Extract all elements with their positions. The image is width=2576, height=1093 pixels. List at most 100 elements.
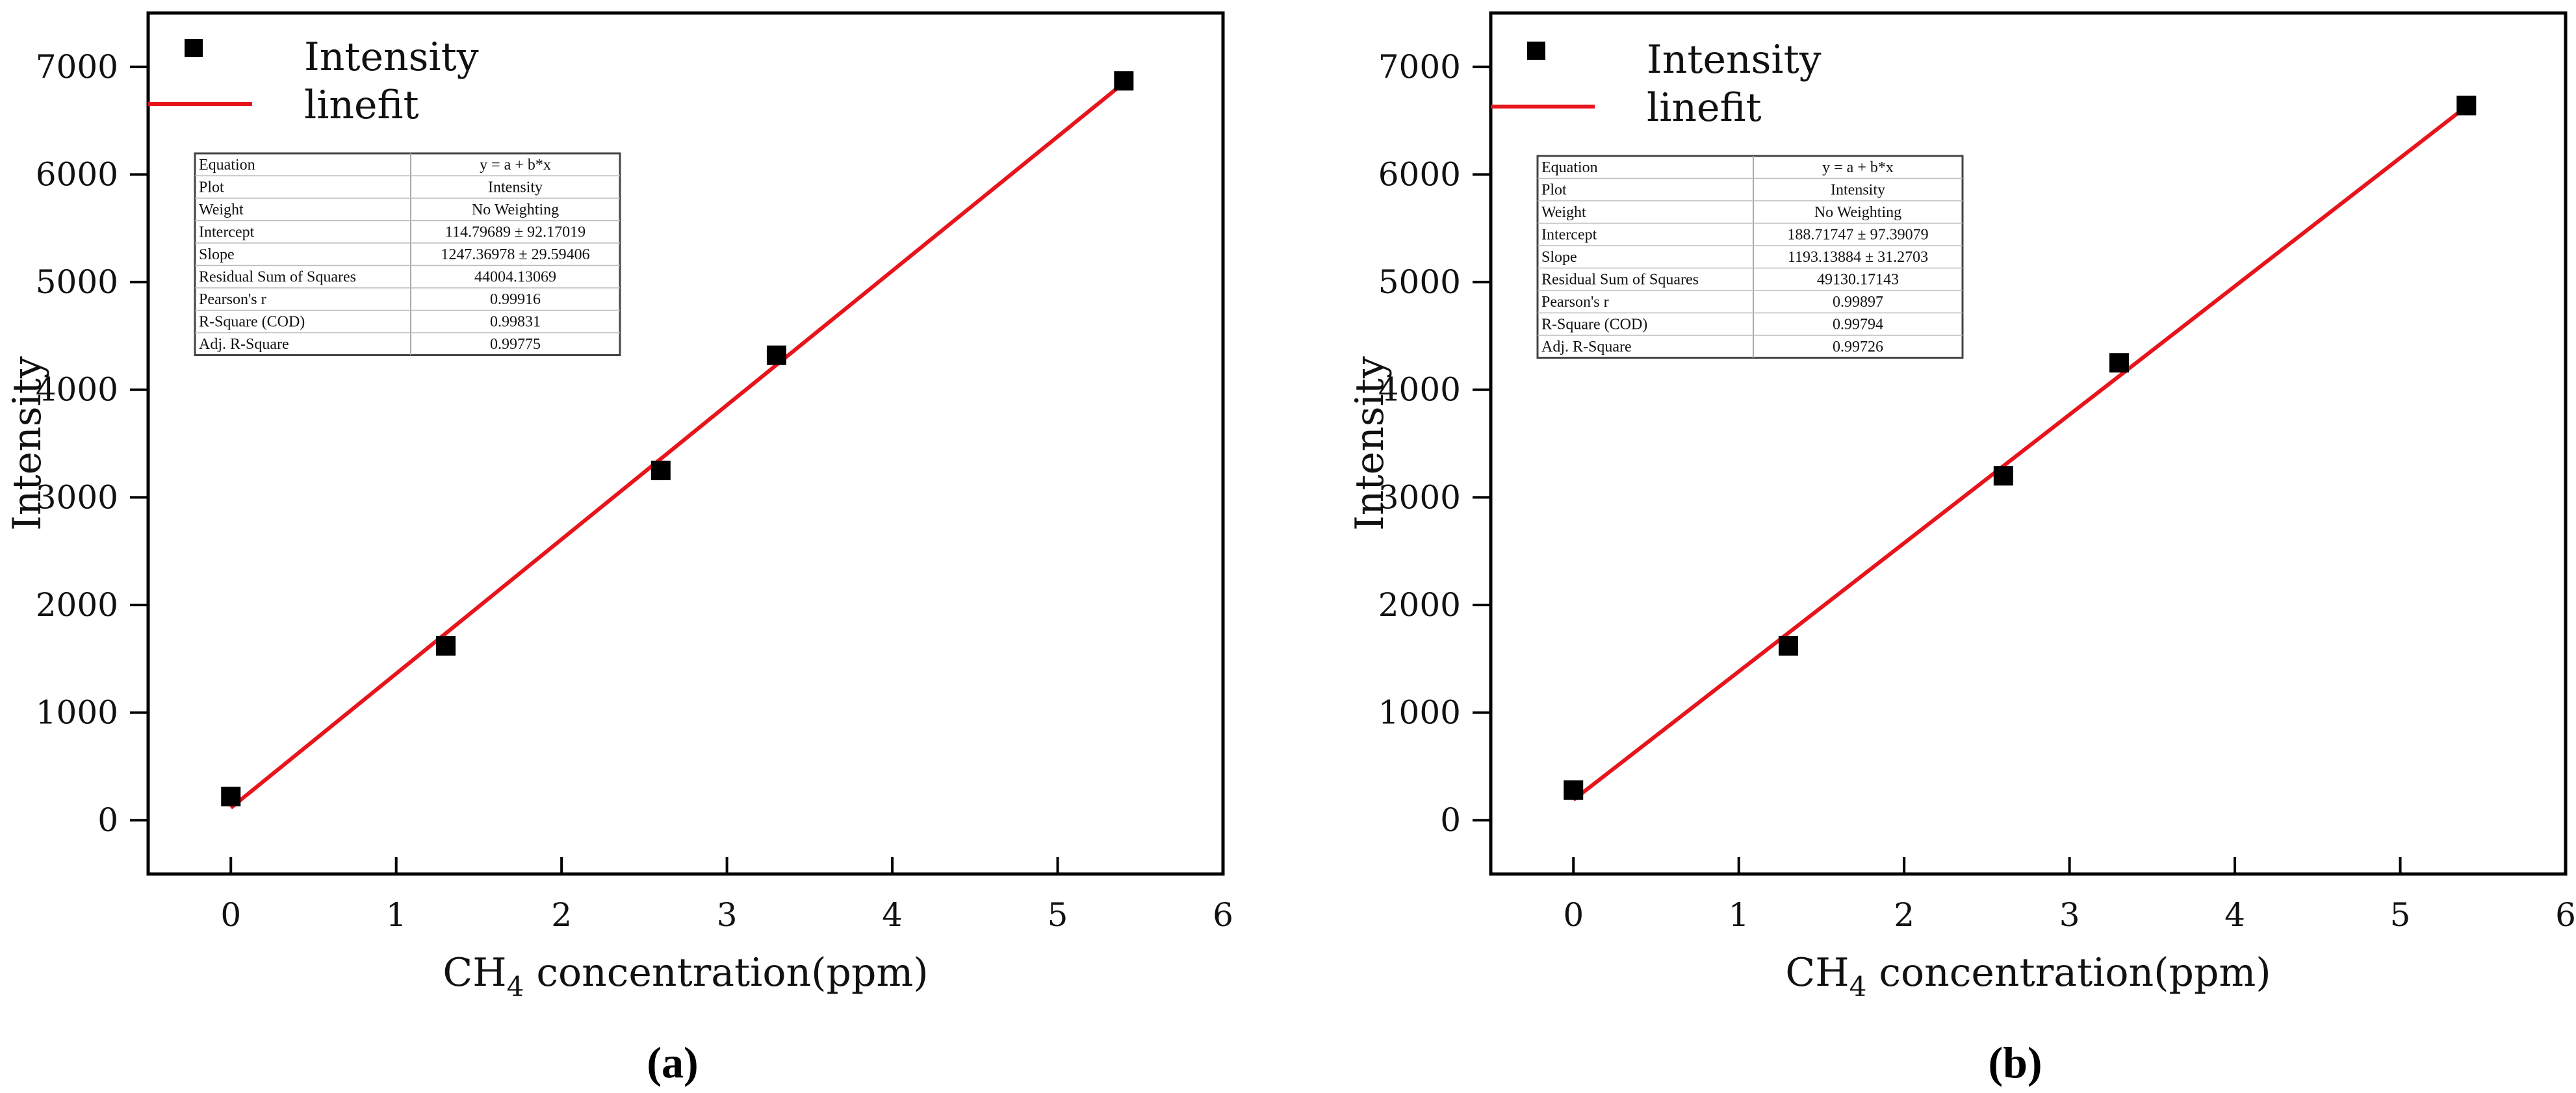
plot-frame bbox=[146, 11, 1225, 876]
y-tick-label: 6000 bbox=[1378, 155, 1461, 193]
x-axis-label-rest: concentration(ppm) bbox=[1866, 950, 2271, 996]
data-point bbox=[436, 636, 456, 656]
fit-table-value: 1247.36978 ± 29.59406 bbox=[441, 246, 589, 263]
data-point bbox=[2456, 96, 2477, 116]
data-point bbox=[1779, 636, 1799, 656]
fit-table-key: Equation bbox=[199, 157, 255, 174]
fit-table-key: Slope bbox=[199, 246, 235, 263]
fit-table-key: Intercept bbox=[199, 224, 255, 241]
panel-label: (b) bbox=[1988, 1038, 2042, 1087]
fit-table-value: 114.79689 ± 92.17019 bbox=[445, 224, 586, 241]
fit-table-value: Intensity bbox=[1831, 182, 1885, 199]
y-tick-label: 1000 bbox=[1378, 694, 1461, 732]
fit-table-border bbox=[1536, 155, 1964, 359]
fit-table-key: R-Square (COD) bbox=[199, 314, 305, 331]
fit-table-value: 1193.13884 ± 31.2703 bbox=[1788, 249, 1928, 266]
fit-table-key: Weight bbox=[199, 201, 244, 218]
y-tick-label: 5000 bbox=[1378, 263, 1461, 301]
data-point bbox=[1993, 466, 2013, 486]
x-tick-label: 1 bbox=[386, 896, 407, 934]
y-tick-label: 6000 bbox=[36, 155, 118, 193]
y-tick-label: 2000 bbox=[36, 586, 118, 624]
fit-table-key: Weight bbox=[1541, 204, 1586, 221]
y-tick-label: 0 bbox=[97, 801, 118, 839]
fit-table-value: y = a + b*x bbox=[1822, 159, 1894, 176]
x-axis-label: CH4 concentration(ppm) bbox=[1785, 950, 2271, 1003]
data-point bbox=[650, 460, 671, 480]
x-axis-label: CH4 concentration(ppm) bbox=[443, 950, 928, 1003]
fit-table-key: Adj. R-Square bbox=[199, 336, 289, 353]
fit-table-value: y = a + b*x bbox=[480, 157, 551, 174]
x-tick-label: 0 bbox=[220, 896, 241, 934]
chart-panel-b: 0 1 2 3 4 5 6 0 1000 2000 3000 4000 5000 6000 7000 Inte… bbox=[1347, 11, 2576, 1087]
x-axis-label-rest: concentration(ppm) bbox=[524, 950, 928, 996]
fit-table-value: 0.99775 bbox=[490, 336, 541, 353]
fit-table-value: 0.99897 bbox=[1833, 294, 1883, 311]
x-axis-label-sub: 4 bbox=[1849, 971, 1867, 1003]
panel-label: (a) bbox=[647, 1038, 698, 1087]
x-tick-label: 6 bbox=[2555, 896, 2576, 934]
data-point bbox=[1564, 780, 1584, 800]
fit-table-value: 0.99726 bbox=[1833, 339, 1883, 355]
y-tick-label: 4000 bbox=[1378, 371, 1461, 409]
y-tick-label: 5000 bbox=[36, 263, 118, 301]
legend-label-linefit: linefit bbox=[304, 83, 419, 128]
y-tick-label: 4000 bbox=[36, 371, 118, 409]
fit-table-key: Plot bbox=[1541, 182, 1567, 199]
x-axis-label-base: CH bbox=[1785, 950, 1849, 996]
fit-results-table: Equation y = a + b*x Plot Intensity Weight No… bbox=[194, 152, 621, 356]
fit-table-key: Residual Sum of Squares bbox=[199, 269, 356, 286]
y-tick-label: 7000 bbox=[36, 48, 118, 86]
legend-marker-intensity bbox=[185, 39, 203, 57]
fit-table-key: Pearson's r bbox=[1541, 294, 1609, 311]
x-tick-label: 1 bbox=[1729, 896, 1749, 934]
fit-table-key: Intercept bbox=[1541, 227, 1597, 244]
fit-table-key: Adj. R-Square bbox=[1541, 339, 1632, 355]
data-point bbox=[2109, 353, 2129, 373]
linefit-line bbox=[1572, 105, 2468, 802]
fit-table-value: 0.99794 bbox=[1833, 316, 1883, 333]
fit-table-value: 0.99916 bbox=[490, 291, 541, 308]
fit-table-key: R-Square (COD) bbox=[1541, 316, 1647, 333]
x-tick-label: 3 bbox=[717, 896, 738, 934]
x-axis-label-sub: 4 bbox=[507, 971, 524, 1003]
y-axis-label: Intensity bbox=[1347, 356, 1393, 531]
fit-table-key: Plot bbox=[199, 179, 224, 196]
fit-table-key: Slope bbox=[1541, 249, 1577, 266]
fit-table-value: Intensity bbox=[488, 179, 543, 196]
data-point bbox=[766, 345, 786, 365]
fit-results-table: Equation y = a + b*x Plot Intensity Weight No… bbox=[1536, 155, 1964, 359]
x-tick-label: 6 bbox=[1213, 896, 1233, 934]
x-tick-label: 5 bbox=[1048, 896, 1068, 934]
x-tick-label: 4 bbox=[2224, 896, 2245, 934]
linefit-line bbox=[229, 81, 1126, 810]
x-tick-label: 2 bbox=[551, 896, 572, 934]
x-tick-label: 2 bbox=[1894, 896, 1914, 934]
x-tick-label: 5 bbox=[2390, 896, 2411, 934]
fit-table-value: 44004.13069 bbox=[474, 269, 556, 286]
fit-table-value: 0.99831 bbox=[490, 314, 541, 331]
fit-table-key: Equation bbox=[1541, 159, 1598, 176]
legend-label-linefit: linefit bbox=[1647, 85, 1762, 131]
y-tick-label: 2000 bbox=[1378, 586, 1461, 624]
fit-table-key: Pearson's r bbox=[199, 291, 266, 308]
legend-label-intensity: Intensity bbox=[304, 34, 479, 80]
legend-label-intensity: Intensity bbox=[1647, 37, 1822, 83]
legend-marker-intensity bbox=[1527, 42, 1545, 60]
fit-table-value: 49130.17143 bbox=[1817, 272, 1899, 289]
fit-table-value: No Weighting bbox=[472, 201, 559, 218]
x-tick-label: 0 bbox=[1563, 896, 1584, 934]
chart-panel-a: 0 1 2 3 4 5 6 0 1000 2000 3000 4000 5000 6000 7000 Inte… bbox=[5, 11, 1233, 1087]
data-point bbox=[1114, 71, 1134, 91]
y-tick-label: 1000 bbox=[36, 694, 118, 732]
fit-table-value: No Weighting bbox=[1814, 204, 1901, 221]
y-tick-label: 3000 bbox=[36, 478, 118, 516]
y-tick-label: 0 bbox=[1440, 801, 1461, 839]
x-tick-label: 3 bbox=[2059, 896, 2080, 934]
data-point bbox=[221, 786, 241, 806]
fit-table-value: 188.71747 ± 97.39079 bbox=[1787, 227, 1928, 244]
y-tick-label: 7000 bbox=[1378, 48, 1461, 86]
x-axis-label-base: CH bbox=[443, 950, 506, 996]
x-tick-label: 4 bbox=[882, 896, 903, 934]
